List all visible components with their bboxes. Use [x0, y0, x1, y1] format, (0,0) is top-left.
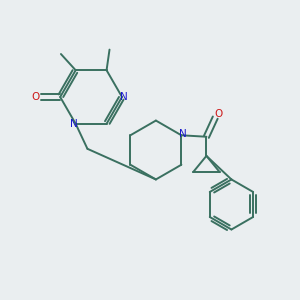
- Text: N: N: [120, 92, 128, 102]
- Text: N: N: [179, 129, 187, 139]
- Text: O: O: [31, 92, 39, 102]
- Text: N: N: [70, 119, 78, 129]
- Text: O: O: [215, 109, 223, 119]
